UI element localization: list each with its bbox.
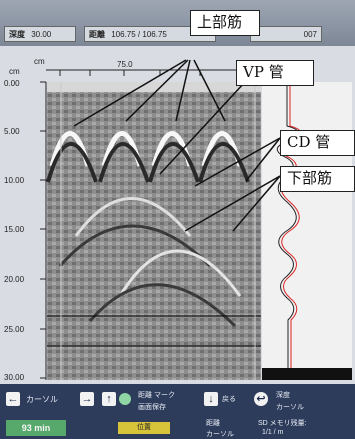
cursor-lines (60, 82, 256, 380)
signal-profile-panel (262, 82, 352, 380)
top-status-bar: 深度 30.00 距離 106.75 / 106.75 007 (0, 0, 355, 46)
depth-label: 深度 (9, 30, 25, 39)
bottom-control-bar: ← カーソル → ↑ 距離 マーク 画面保存 ↓ 戻る ↩ 深度 カーソル 93… (0, 384, 355, 439)
callout-vp-pipe-text: VP 管 (243, 63, 284, 81)
dist-cursor-sub: カーソル (206, 431, 234, 438)
up-arrow-button[interactable]: ↑ (102, 392, 116, 406)
depth-tick-0: 0.00 (4, 79, 20, 88)
depth-readout: 深度 30.00 (4, 26, 76, 42)
callout-cd-pipe-text: CD 管 (287, 133, 331, 151)
surface-band (47, 82, 261, 92)
unit-top: cm (34, 57, 45, 66)
callout-top-rebar-text: 上部筋 (197, 13, 243, 31)
distance-tick-marks (59, 70, 241, 76)
dist-cursor-label: 距離 (206, 420, 220, 427)
depth-tick-3: 15.00 (4, 225, 25, 234)
distance-value: 106.75 / 106.75 (111, 30, 167, 39)
depth-cursor-sub: カーソル (276, 404, 304, 411)
annotation-leaders (73, 59, 281, 232)
extra-readout: 007 (250, 26, 322, 42)
back-arrow-button[interactable]: ↩ (254, 392, 268, 406)
position-button[interactable]: 位置 (118, 422, 170, 434)
depth-tick-2: 10.00 (4, 176, 25, 185)
distance-label: 距離 (89, 30, 105, 39)
depth-value: 30.00 (31, 30, 52, 39)
extra-value: 007 (303, 30, 317, 39)
memory-value: 1/1 / m (262, 429, 284, 436)
depth-tick-marks (40, 81, 46, 379)
right-arrow-button[interactable]: → (80, 392, 94, 406)
cursor-label: カーソル (26, 395, 58, 404)
unit-left: cm (9, 67, 20, 76)
radar-scan-view: cm cm 0.00 5.00 10.00 15.00 20.00 25.00 … (4, 57, 352, 382)
memory-label: SD メモリ残量: (258, 420, 307, 427)
lower-artifacts (47, 315, 261, 347)
depth-cursor-label: 深度 (276, 392, 290, 399)
green-circle-icon[interactable] (119, 393, 131, 405)
depth-tick-1: 5.00 (4, 127, 20, 136)
back-label: 戻る (222, 396, 236, 403)
depth-tick-6: 30.00 (4, 373, 25, 382)
callout-top-rebar: 上部筋 (190, 10, 260, 36)
left-arrow-button[interactable]: ← (6, 392, 20, 406)
distance-tick-label: 75.0 (117, 60, 133, 69)
save-label: 画面保存 (138, 404, 166, 411)
radar-image (47, 82, 261, 380)
depth-tick-5: 25.00 (4, 325, 25, 334)
callout-bottom-rebar-text: 下部筋 (287, 169, 333, 187)
scan-panel: cm cm 0.00 5.00 10.00 15.00 20.00 25.00 … (0, 10, 355, 384)
callout-bottom-rebar: 下部筋 (280, 166, 355, 192)
distance-readout: 距離 106.75 / 106.75 (84, 26, 216, 42)
down-arrow-button[interactable]: ↓ (204, 392, 218, 406)
callout-cd-pipe: CD 管 (280, 130, 355, 156)
callout-vp-pipe: VP 管 (236, 60, 314, 86)
mark-label: 距離 マーク (138, 392, 175, 399)
profile-base (262, 368, 352, 380)
rebar-hyperbolas (46, 131, 250, 328)
battery-time: 93 min (6, 420, 66, 436)
depth-tick-4: 20.00 (4, 275, 25, 284)
